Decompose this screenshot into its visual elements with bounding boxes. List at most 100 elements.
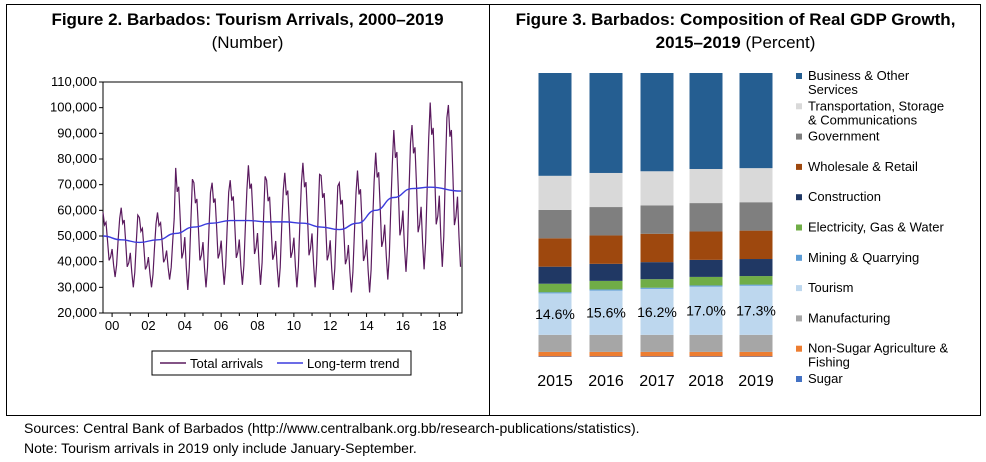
bar-segment	[589, 235, 623, 264]
bar-segment	[538, 73, 572, 176]
bar-segment	[739, 259, 773, 277]
bar-segment	[538, 351, 572, 357]
figure2-title-text: Figure 2. Barbados: Tourism Arrivals, 20…	[51, 10, 444, 29]
bar-segment	[538, 209, 572, 239]
bar-segment	[589, 172, 623, 208]
legend-swatch	[796, 254, 802, 261]
bar-segment	[640, 171, 674, 206]
legend-label: Mining & Quarrying	[808, 250, 919, 265]
total-arrivals-line	[102, 102, 462, 293]
figure-frame	[6, 4, 981, 416]
tourism-arrivals-chart: 20,000 30,000 40,000 50,000 60,000 70,000 80,0…	[50, 74, 463, 376]
bar-segment	[538, 283, 572, 293]
bar-segment	[739, 230, 773, 260]
legend-label: Business & Other	[808, 68, 910, 83]
legend-label: & Communications	[808, 112, 918, 127]
x-tick-label: 06	[214, 318, 228, 333]
x-tick-label: 08	[250, 318, 264, 333]
bar-segment	[538, 238, 572, 267]
legend-label: Wholesale & Retail	[808, 159, 918, 174]
bar-segment	[538, 293, 572, 335]
bar-category-label: 2017	[639, 373, 675, 390]
bar-category-label: 2015	[537, 373, 573, 390]
bar-segment	[739, 285, 773, 335]
bar-segment	[640, 279, 674, 288]
bar-segment	[739, 73, 773, 169]
bar-segment	[589, 290, 623, 335]
legend-swatch	[796, 285, 802, 292]
legend-label: Manufacturing	[808, 310, 890, 325]
figure3-title: Figure 3. Barbados: Composition of Real …	[490, 8, 981, 54]
x-tick-label: 16	[396, 318, 410, 333]
bar-segment	[689, 259, 723, 277]
bar-segment	[689, 203, 723, 232]
x-tick-label: 10	[287, 318, 301, 333]
y-tick-label: 40,000	[57, 254, 97, 269]
tourism-data-label: 17.0%	[686, 303, 726, 319]
tourism-data-label: 15.6%	[586, 305, 626, 321]
bar-segment	[538, 175, 572, 210]
bar-segment	[640, 334, 674, 352]
bar-segment	[538, 292, 572, 294]
legend-label: Non-Sugar Agriculture &	[808, 341, 949, 356]
bar-segment	[689, 334, 723, 352]
bar-segment	[640, 233, 674, 263]
bar-segment	[689, 286, 723, 335]
legend-total-label: Total arrivals	[190, 356, 263, 371]
y-tick-label: 30,000	[57, 279, 97, 294]
bar-segment	[739, 334, 773, 352]
legend-swatch	[796, 315, 802, 322]
bar-segment	[640, 287, 674, 289]
y-tick-label: 100,000	[50, 100, 97, 115]
legend-swatch	[796, 376, 802, 382]
bar-segment	[589, 280, 623, 290]
bar-segment	[640, 356, 674, 357]
legend-label: Transportation, Storage	[808, 98, 944, 113]
bar-segment	[589, 289, 623, 291]
legend-swatch	[796, 133, 802, 140]
bar-legend: Business & OtherServicesTransportation, …	[796, 68, 949, 386]
bar-category-label: 2016	[588, 373, 624, 390]
gdp-composition-chart: 14.6% 2015 15.6% 2016 16.2% 2017 17.0% 2018 17.3…	[535, 68, 949, 390]
figure2-title: Figure 2. Barbados: Tourism Arrivals, 20…	[6, 8, 489, 54]
bar-segment	[589, 207, 623, 236]
bar-segment	[640, 288, 674, 335]
y-tick-label: 80,000	[57, 151, 97, 166]
bar-segment	[589, 351, 623, 357]
legend-label: Electricity, Gas & Water	[808, 220, 944, 235]
legend-label: Construction	[808, 189, 881, 204]
bar-segment	[589, 73, 623, 173]
tourism-data-label: 17.3%	[736, 302, 776, 318]
figure3-title-unit: (Percent)	[745, 33, 816, 52]
bar-segment	[739, 351, 773, 357]
x-tick-label: 02	[141, 318, 155, 333]
figure-divider	[489, 4, 490, 416]
legend-swatch	[796, 345, 802, 352]
x-tick-label: 14	[359, 318, 373, 333]
y-tick-label: 90,000	[57, 125, 97, 140]
legend-trend-label: Long-term trend	[307, 356, 400, 371]
bar-segment	[589, 356, 623, 357]
bar-segment	[739, 202, 773, 231]
bar-segment	[689, 356, 723, 357]
sources-note: Sources: Central Bank of Barbados (http:…	[24, 420, 640, 436]
tourism-data-label: 14.6%	[535, 306, 575, 322]
x-tick-label: 18	[432, 318, 446, 333]
bar-segment	[689, 168, 723, 204]
bar-category-label: 2018	[688, 373, 724, 390]
legend-label: Government	[808, 129, 880, 144]
bar-segment	[640, 351, 674, 357]
legend-swatch	[796, 224, 802, 231]
bar-segment	[739, 284, 773, 286]
y-tick-label: 70,000	[57, 177, 97, 192]
y-tick-label: 60,000	[57, 202, 97, 217]
plot-area	[102, 81, 463, 314]
legend-label: Sugar	[808, 371, 843, 386]
legend-swatch	[796, 194, 802, 201]
line-legend: Total arrivals Long-term trend	[151, 350, 412, 376]
x-tick-label: 12	[323, 318, 337, 333]
bar-segment	[538, 266, 572, 284]
legend-label: Tourism	[808, 280, 854, 295]
legend-label: Fishing	[808, 355, 850, 370]
bar-category-label: 2019	[738, 373, 774, 390]
